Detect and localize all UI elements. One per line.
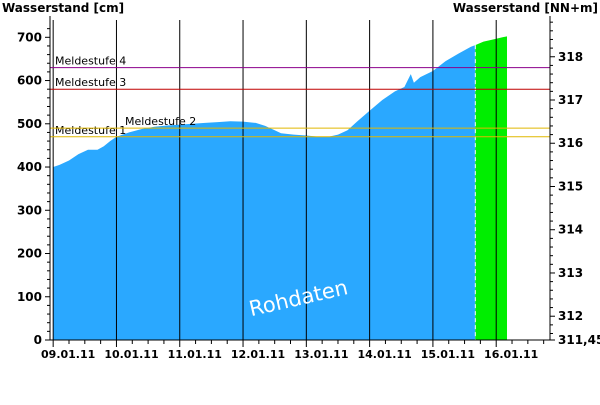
left-tick-label: 400 <box>17 160 42 174</box>
x-tick-label: 10.01.11 <box>104 348 158 361</box>
right-tick-label: 314 <box>558 223 583 237</box>
x-tick-label: 09.01.11 <box>41 348 95 361</box>
threshold-label: Meldestufe 4 <box>55 55 126 68</box>
x-tick-label: 16.01.11 <box>484 348 538 361</box>
left-tick-label: 700 <box>17 30 42 44</box>
left-tick-label: 200 <box>17 247 42 261</box>
x-tick-label: 12.01.11 <box>231 348 285 361</box>
right-axis-title: Wasserstand [NN+m] <box>453 1 598 15</box>
right-tick-label: 317 <box>558 93 583 107</box>
left-tick-label: 300 <box>17 203 42 217</box>
right-tick-label: 316 <box>558 136 583 150</box>
x-tick-label: 14.01.11 <box>357 348 411 361</box>
left-tick-label: 600 <box>17 74 42 88</box>
left-axis-title: Wasserstand [cm] <box>2 1 124 15</box>
right-tick-label: 318 <box>558 50 583 64</box>
left-tick-label: 0 <box>34 333 42 347</box>
x-tick-label: 13.01.11 <box>294 348 348 361</box>
right-tick-label: 312 <box>558 309 583 323</box>
left-tick-label: 100 <box>17 290 42 304</box>
forecast-water-level-area <box>475 36 507 341</box>
threshold-label: Meldestufe 2 <box>125 115 196 128</box>
right-tick-label: 313 <box>558 266 583 280</box>
x-tick-label: 15.01.11 <box>421 348 475 361</box>
threshold-label: Meldestufe 3 <box>55 76 126 89</box>
threshold-label: Meldestufe 1 <box>55 124 126 137</box>
x-tick-label: 11.01.11 <box>168 348 222 361</box>
right-tick-label: 315 <box>558 179 583 193</box>
left-tick-label: 500 <box>17 117 42 131</box>
right-tick-label: 311,45 <box>558 333 600 347</box>
